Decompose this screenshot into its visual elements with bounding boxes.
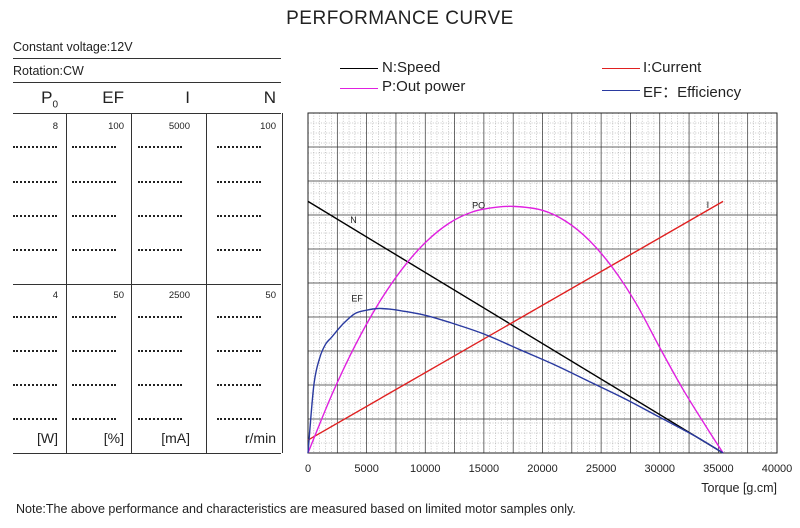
column-mid-value: 50 bbox=[113, 290, 124, 301]
legend-current-label: I:Current bbox=[643, 59, 702, 76]
scale-dots bbox=[13, 146, 57, 148]
column-top-value: 100 bbox=[260, 121, 276, 132]
scale-dots bbox=[72, 316, 116, 318]
scale-dots bbox=[217, 384, 261, 386]
info-divider-2 bbox=[13, 82, 281, 83]
table-header-divider bbox=[13, 113, 281, 114]
scale-dots bbox=[217, 418, 261, 420]
table-column-separator bbox=[66, 113, 67, 453]
column-mid-value: 4 bbox=[52, 290, 58, 301]
scale-dots bbox=[217, 316, 261, 318]
column-unit: [mA] bbox=[161, 430, 190, 446]
x-tick-label: 30000 bbox=[644, 463, 675, 475]
x-axis-label: Torque [g.cm] bbox=[701, 481, 777, 495]
series-line-power bbox=[307, 205, 724, 454]
column-header-efficiency: EF bbox=[102, 88, 124, 107]
scale-dots bbox=[13, 215, 57, 217]
x-tick-label: 25000 bbox=[586, 463, 617, 475]
series-line-current bbox=[307, 200, 724, 441]
voltage-info: Constant voltage:12V bbox=[13, 40, 133, 54]
legend-speed-label: N:Speed bbox=[382, 59, 441, 76]
footnote: Note:The above performance and character… bbox=[16, 502, 576, 516]
scale-dots bbox=[72, 418, 116, 420]
info-divider-1 bbox=[13, 58, 281, 59]
column-header-current: I bbox=[185, 88, 190, 107]
scale-dots bbox=[72, 146, 116, 148]
chart-title: PERFORMANCE CURVE bbox=[286, 8, 514, 29]
column-top-value: 8 bbox=[52, 121, 58, 132]
x-tick-label: 0 bbox=[305, 463, 311, 475]
scale-dots bbox=[217, 249, 261, 251]
table-column-separator bbox=[206, 113, 207, 453]
scale-dots bbox=[13, 181, 57, 183]
legend-efficiency-label: EF：Efficiency bbox=[643, 84, 742, 101]
scale-dots bbox=[72, 215, 116, 217]
scale-dots bbox=[217, 181, 261, 183]
legend-speed-swatch bbox=[340, 68, 378, 69]
column-mid-value: 50 bbox=[265, 290, 276, 301]
scale-dots bbox=[138, 316, 182, 318]
scale-dots bbox=[138, 181, 182, 183]
scale-dots bbox=[217, 350, 261, 352]
legend-efficiency-swatch bbox=[602, 90, 640, 91]
x-tick-label: 35000 bbox=[703, 463, 734, 475]
legend-power-swatch bbox=[340, 88, 378, 89]
x-tick-label: 20000 bbox=[527, 463, 558, 475]
scale-dots bbox=[138, 249, 182, 251]
column-mid-value: 2500 bbox=[168, 290, 190, 301]
legend-power-label: P:Out power bbox=[382, 78, 466, 95]
table-column-separator bbox=[282, 113, 283, 453]
curve-label-power: PO bbox=[472, 201, 485, 211]
scale-dots bbox=[13, 418, 57, 420]
scale-dots bbox=[217, 146, 261, 148]
curve-label-efficiency: EF bbox=[351, 294, 363, 304]
x-tick-label: 10000 bbox=[410, 463, 441, 475]
column-top-value: 100 bbox=[108, 121, 124, 132]
scale-dots bbox=[138, 418, 182, 420]
scale-dots bbox=[138, 146, 182, 148]
plot-border bbox=[307, 112, 778, 454]
column-top-value: 5000 bbox=[168, 121, 190, 132]
scale-dots bbox=[13, 249, 57, 251]
column-header-speed: N bbox=[263, 88, 276, 107]
series-line-speed bbox=[307, 200, 724, 454]
curve-label-current: I bbox=[707, 200, 710, 210]
scale-dots bbox=[13, 316, 57, 318]
column-unit: r/min bbox=[244, 430, 276, 446]
scale-dots bbox=[72, 181, 116, 183]
table-mid-divider bbox=[13, 284, 281, 285]
scale-dots bbox=[138, 215, 182, 217]
legend-current-swatch bbox=[602, 68, 640, 69]
x-tick-label: 15000 bbox=[469, 463, 500, 475]
column-unit: [%] bbox=[103, 430, 124, 446]
column-unit: [W] bbox=[37, 430, 58, 446]
scale-dots bbox=[72, 350, 116, 352]
x-tick-label: 40000 bbox=[762, 463, 793, 475]
series-line-efficiency bbox=[307, 307, 724, 454]
curve-label-speed: N bbox=[350, 215, 357, 225]
scale-dots bbox=[72, 249, 116, 251]
rotation-info: Rotation:CW bbox=[13, 64, 84, 78]
column-header-power: P0 bbox=[41, 88, 58, 111]
x-tick-label: 5000 bbox=[354, 463, 378, 475]
scale-dots bbox=[138, 384, 182, 386]
table-bottom-line bbox=[13, 453, 281, 454]
table-column-separator bbox=[131, 113, 132, 453]
scale-dots bbox=[13, 350, 57, 352]
scale-dots bbox=[138, 350, 182, 352]
scale-dots bbox=[13, 384, 57, 386]
scale-dots bbox=[72, 384, 116, 386]
scale-dots bbox=[217, 215, 261, 217]
